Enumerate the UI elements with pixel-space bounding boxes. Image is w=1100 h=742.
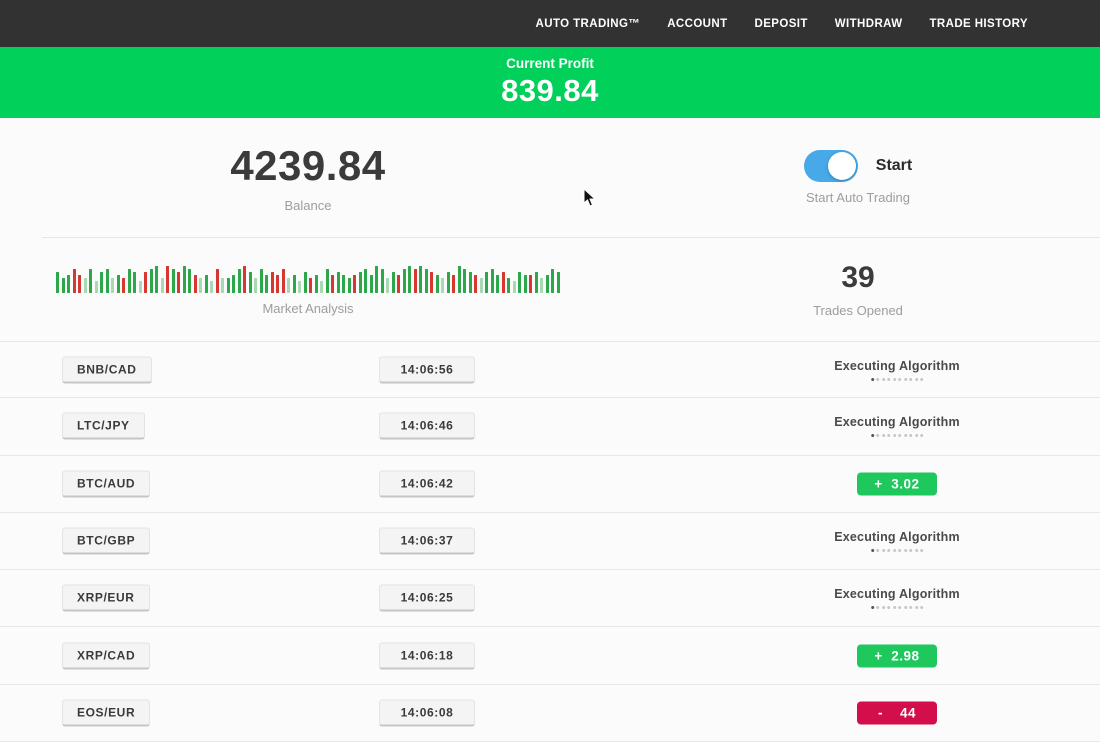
auto-trading-sublabel: Start Auto Trading bbox=[805, 190, 911, 205]
trades-opened-label: Trades Opened bbox=[813, 303, 903, 318]
toggle-knob-icon bbox=[827, 152, 856, 180]
nav-item[interactable]: Deposit bbox=[754, 17, 808, 30]
trades-opened-value: 39 bbox=[841, 261, 875, 294]
trade-row: BTC/GBP 14:06:37 Executing Algorithm bbox=[0, 513, 1100, 571]
executing-status: Executing Algorithm bbox=[834, 415, 960, 438]
balance-block: 4239.84 Balance bbox=[0, 118, 616, 237]
market-section: Market Analysis 39 Trades Opened bbox=[0, 238, 1100, 341]
auto-trading-block: Start Start Auto Trading bbox=[616, 118, 1100, 237]
time-chip[interactable]: 14:06:42 bbox=[379, 470, 475, 498]
nav-item[interactable]: Trade History bbox=[929, 17, 1028, 30]
result-badge: - 44 bbox=[857, 701, 937, 725]
loader-dots-icon bbox=[834, 549, 960, 553]
time-chip[interactable]: 14:06:56 bbox=[379, 356, 475, 384]
top-nav: Auto Trading™ Account Deposit Withdraw T… bbox=[0, 0, 1100, 47]
auto-trading-toggle[interactable] bbox=[803, 150, 858, 182]
trade-row: BTC/AUD 14:06:42 + 3.02 bbox=[0, 456, 1100, 513]
nav-item[interactable]: Account bbox=[667, 17, 728, 30]
time-chip[interactable]: 14:06:46 bbox=[379, 412, 475, 440]
time-chip[interactable]: 14:06:37 bbox=[379, 527, 475, 555]
balance-value: 4239.84 bbox=[230, 142, 386, 189]
trade-status: Executing Algorithm bbox=[834, 359, 960, 381]
loader-dots-icon bbox=[834, 606, 960, 610]
executing-label: Executing Algorithm bbox=[834, 358, 960, 373]
trade-row: BNB/CAD 14:06:56 Executing Algorithm bbox=[0, 341, 1100, 399]
trade-row: LTC/JPY 14:06:46 Executing Algorithm bbox=[0, 398, 1100, 456]
current-profit-value: 839.84 bbox=[501, 73, 599, 108]
trades-opened-block: 39 Trades Opened bbox=[616, 238, 1100, 341]
trade-status: + 2.98 bbox=[857, 644, 937, 668]
executing-label: Executing Algorithm bbox=[834, 587, 960, 602]
toggle-label: Start bbox=[875, 157, 913, 174]
executing-status: Executing Algorithm bbox=[834, 587, 960, 610]
executing-label: Executing Algorithm bbox=[834, 415, 960, 430]
pair-chip[interactable]: BTC/GBP bbox=[62, 527, 151, 555]
loader-dots-icon bbox=[834, 434, 960, 438]
nav-item[interactable]: Auto Trading™ bbox=[535, 17, 641, 30]
time-chip[interactable]: 14:06:08 bbox=[379, 699, 475, 727]
market-analysis-block: Market Analysis bbox=[0, 238, 616, 341]
trade-status: - 44 bbox=[857, 701, 937, 725]
pair-chip[interactable]: BNB/CAD bbox=[62, 356, 152, 384]
executing-label: Executing Algorithm bbox=[834, 530, 960, 545]
nav-item[interactable]: Withdraw bbox=[834, 17, 903, 30]
trade-row: XRP/EUR 14:06:25 Executing Algorithm bbox=[0, 570, 1100, 628]
result-badge: + 2.98 bbox=[857, 644, 937, 668]
current-profit-banner: Current Profit 839.84 bbox=[0, 47, 1100, 118]
balance-label: Balance bbox=[284, 198, 332, 213]
pair-chip[interactable]: XRP/EUR bbox=[62, 584, 150, 612]
market-analysis-chart bbox=[56, 263, 560, 293]
loader-dots-icon bbox=[834, 377, 960, 381]
result-badge: + 3.02 bbox=[857, 472, 937, 496]
trade-row: EOS/EUR 14:06:08 - 44 bbox=[0, 685, 1100, 742]
executing-status: Executing Algorithm bbox=[834, 359, 960, 381]
pair-chip[interactable]: LTC/JPY bbox=[62, 412, 145, 440]
time-chip[interactable]: 14:06:18 bbox=[379, 642, 475, 670]
pair-chip[interactable]: XRP/CAD bbox=[62, 642, 151, 670]
executing-status: Executing Algorithm bbox=[834, 530, 960, 553]
trade-status: + 3.02 bbox=[857, 472, 937, 496]
current-profit-label: Current Profit bbox=[506, 56, 594, 71]
trade-status: Executing Algorithm bbox=[834, 415, 960, 438]
divider bbox=[42, 237, 1100, 238]
trades-table: BNB/CAD 14:06:56 Executing Algorithm LTC… bbox=[0, 341, 1100, 742]
trade-status: Executing Algorithm bbox=[834, 587, 960, 610]
pair-chip[interactable]: EOS/EUR bbox=[62, 699, 151, 727]
market-analysis-label: Market Analysis bbox=[262, 301, 354, 316]
trade-status: Executing Algorithm bbox=[834, 530, 960, 553]
pair-chip[interactable]: BTC/AUD bbox=[62, 470, 151, 498]
trade-row: XRP/CAD 14:06:18 + 2.98 bbox=[0, 627, 1100, 685]
time-chip[interactable]: 14:06:25 bbox=[379, 584, 475, 612]
balance-section: 4239.84 Balance Start Start Auto Trading bbox=[0, 118, 1100, 237]
